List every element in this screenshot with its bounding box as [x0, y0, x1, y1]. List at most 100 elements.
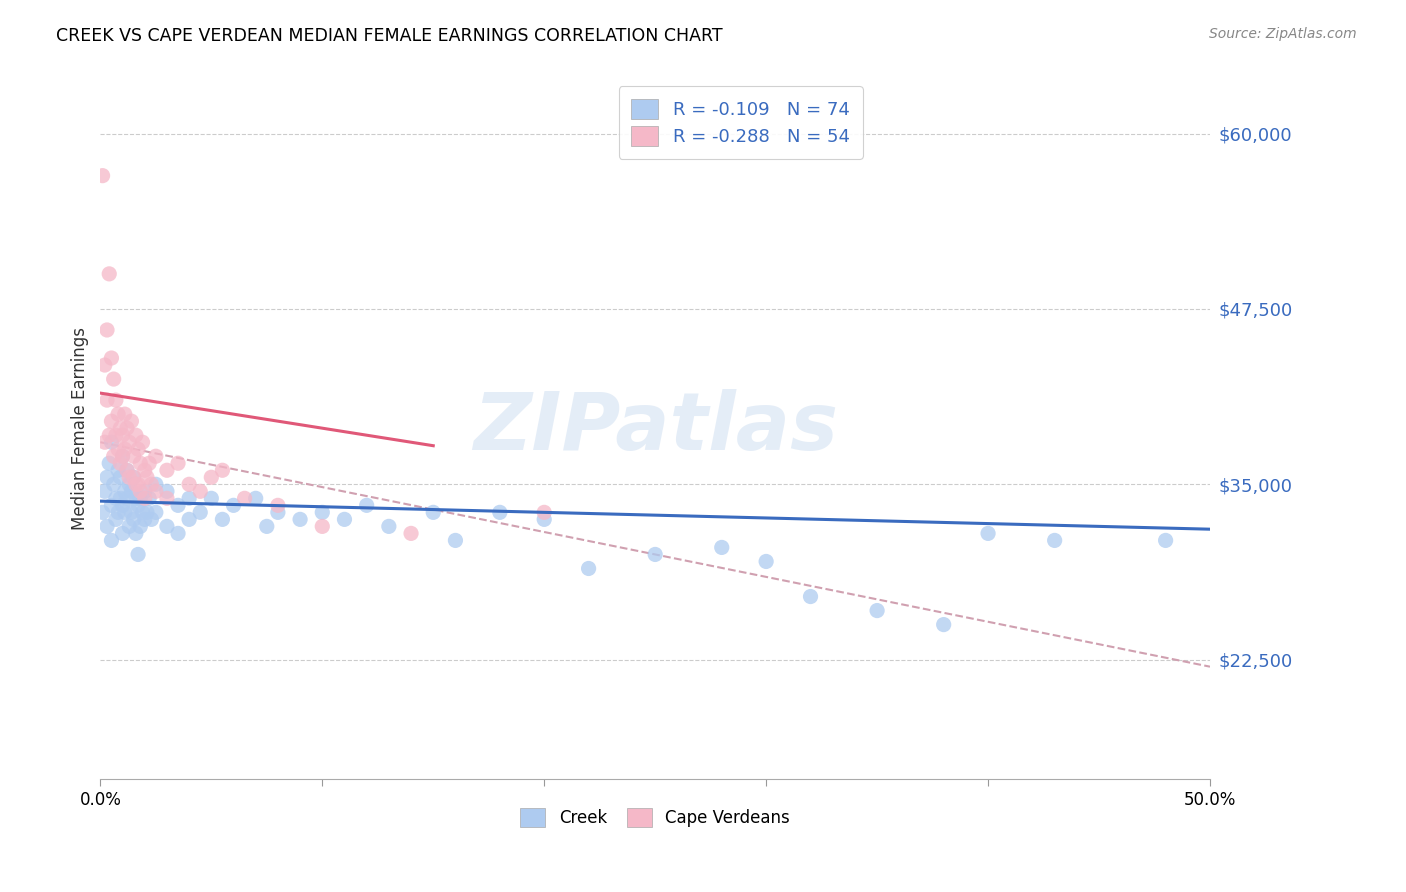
- Point: [115, 491, 138, 506]
- Point: [156, 519, 179, 533]
- Point: [200, 470, 222, 484]
- Point: [141, 477, 163, 491]
- Point: [118, 470, 141, 484]
- Point: [115, 421, 138, 435]
- Point: [98, 428, 121, 442]
- Point: [125, 428, 148, 442]
- Point: [167, 526, 190, 541]
- Point: [129, 484, 152, 499]
- Point: [91, 505, 114, 519]
- Point: [100, 351, 122, 365]
- Point: [1043, 533, 1066, 548]
- Point: [866, 603, 889, 617]
- Point: [167, 499, 190, 513]
- Point: [136, 505, 159, 519]
- Point: [977, 526, 1000, 541]
- Point: [288, 512, 311, 526]
- Point: [200, 491, 222, 506]
- Point: [98, 267, 121, 281]
- Point: [138, 456, 160, 470]
- Point: [118, 477, 141, 491]
- Point: [333, 512, 356, 526]
- Point: [179, 477, 201, 491]
- Point: [125, 526, 148, 541]
- Point: [145, 505, 167, 519]
- Point: [96, 393, 118, 408]
- Point: [378, 519, 401, 533]
- Point: [107, 407, 129, 421]
- Point: [100, 414, 122, 428]
- Point: [129, 519, 152, 533]
- Point: [110, 470, 132, 484]
- Point: [533, 512, 555, 526]
- Point: [755, 554, 778, 568]
- Point: [256, 519, 278, 533]
- Point: [141, 512, 163, 526]
- Legend: Creek, Cape Verdeans: Creek, Cape Verdeans: [513, 802, 797, 834]
- Point: [129, 491, 152, 506]
- Point: [127, 477, 149, 491]
- Point: [188, 505, 211, 519]
- Point: [100, 435, 122, 450]
- Point: [94, 435, 117, 450]
- Point: [114, 407, 136, 421]
- Text: CREEK VS CAPE VERDEAN MEDIAN FEMALE EARNINGS CORRELATION CHART: CREEK VS CAPE VERDEAN MEDIAN FEMALE EARN…: [56, 27, 723, 45]
- Point: [399, 526, 422, 541]
- Point: [156, 463, 179, 477]
- Point: [122, 470, 145, 484]
- Point: [111, 449, 134, 463]
- Point: [222, 499, 245, 513]
- Point: [125, 491, 148, 506]
- Point: [127, 548, 149, 562]
- Point: [488, 505, 510, 519]
- Point: [98, 456, 121, 470]
- Point: [131, 435, 153, 450]
- Point: [100, 499, 122, 513]
- Point: [267, 505, 290, 519]
- Point: [136, 470, 159, 484]
- Text: Source: ZipAtlas.com: Source: ZipAtlas.com: [1209, 27, 1357, 41]
- Point: [134, 484, 156, 499]
- Point: [107, 463, 129, 477]
- Point: [131, 505, 153, 519]
- Point: [103, 372, 125, 386]
- Point: [179, 491, 201, 506]
- Point: [1154, 533, 1177, 548]
- Text: ZIPatlas: ZIPatlas: [472, 389, 838, 467]
- Point: [127, 499, 149, 513]
- Point: [103, 477, 125, 491]
- Point: [96, 323, 118, 337]
- Point: [710, 541, 733, 555]
- Point: [104, 428, 127, 442]
- Point: [145, 484, 167, 499]
- Point: [114, 505, 136, 519]
- Point: [115, 463, 138, 477]
- Point: [107, 505, 129, 519]
- Point: [111, 499, 134, 513]
- Point: [188, 484, 211, 499]
- Point: [211, 463, 233, 477]
- Point: [110, 491, 132, 506]
- Point: [107, 442, 129, 457]
- Point: [110, 421, 132, 435]
- Point: [120, 414, 142, 428]
- Point: [211, 512, 233, 526]
- Point: [799, 590, 821, 604]
- Point: [311, 505, 333, 519]
- Point: [125, 477, 148, 491]
- Point: [422, 505, 444, 519]
- Point: [122, 449, 145, 463]
- Point: [129, 456, 152, 470]
- Y-axis label: Median Female Earnings: Median Female Earnings: [72, 326, 89, 530]
- Point: [94, 484, 117, 499]
- Point: [127, 442, 149, 457]
- Point: [111, 428, 134, 442]
- Point: [122, 512, 145, 526]
- Point: [104, 393, 127, 408]
- Point: [311, 519, 333, 533]
- Point: [356, 499, 378, 513]
- Point: [932, 617, 955, 632]
- Point: [644, 548, 666, 562]
- Point: [100, 533, 122, 548]
- Point: [156, 484, 179, 499]
